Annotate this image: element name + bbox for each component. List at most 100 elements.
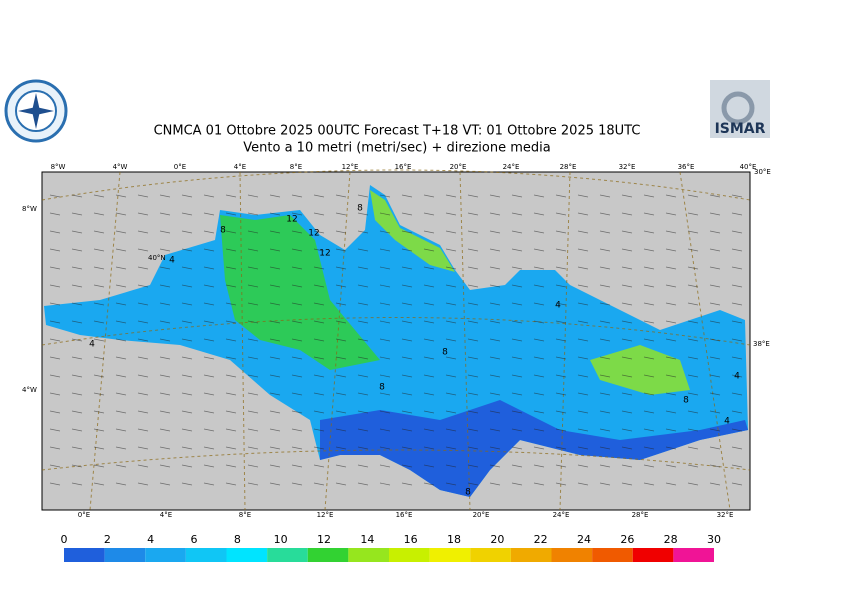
wind-arrow — [71, 374, 83, 378]
wind-arrow — [291, 230, 303, 234]
contour-label: 4 — [734, 372, 740, 382]
wind-arrow — [115, 464, 127, 468]
wind-arrow — [159, 194, 171, 198]
wind-arrow — [445, 230, 457, 234]
wind-arrow — [511, 194, 523, 198]
wind-arrow — [489, 356, 501, 360]
wind-arrow — [489, 248, 501, 252]
wind-arrow — [137, 230, 149, 234]
wind-arrow — [137, 356, 149, 360]
wind-arrow — [621, 284, 633, 288]
wind-arrow — [599, 356, 611, 360]
colorbar-swatch — [267, 548, 308, 562]
wind-arrow — [643, 194, 655, 198]
colorbar-swatch — [226, 548, 268, 562]
wind-arrow — [71, 230, 83, 234]
wind-arrow — [467, 482, 479, 486]
graticule-label: 24°E — [503, 163, 520, 171]
wind-arrow — [445, 464, 457, 468]
wind-arrow — [467, 320, 479, 324]
graticule-label: 8°E — [239, 511, 251, 519]
wind-arrow — [335, 194, 347, 198]
wind-arrow — [423, 374, 435, 378]
wind-arrow — [225, 284, 237, 288]
colorbar-label: 16 — [404, 533, 418, 546]
wind-arrow — [445, 392, 457, 396]
wind-arrow — [511, 410, 523, 414]
wind-arrow — [643, 212, 655, 216]
wind-arrow — [357, 302, 369, 306]
wind-arrow — [379, 482, 391, 486]
wind-arrow — [291, 410, 303, 414]
wind-arrow — [401, 248, 413, 252]
wind-arrow — [467, 266, 479, 270]
graticule-label: 20°E — [473, 511, 490, 519]
wind-arrow — [335, 374, 347, 378]
wind-arrow — [181, 194, 193, 198]
wind-arrow — [313, 230, 325, 234]
wind-arrow — [379, 320, 391, 324]
wind-arrow — [643, 410, 655, 414]
wind-arrow — [577, 374, 589, 378]
wind-arrow — [423, 464, 435, 468]
wind-arrow — [599, 212, 611, 216]
wind-arrow — [357, 230, 369, 234]
colorbar-swatch — [470, 548, 511, 562]
wind-arrow — [269, 212, 281, 216]
graticule-label: 4°E — [234, 163, 246, 171]
wind-arrow — [181, 302, 193, 306]
wind-arrow — [621, 392, 633, 396]
wind-arrow — [401, 464, 413, 468]
wind-arrow — [93, 338, 105, 342]
wind-arrow — [599, 446, 611, 450]
colorbar-label: 6 — [191, 533, 198, 546]
graticule-label: 28°E — [632, 511, 649, 519]
wind-arrow — [621, 212, 633, 216]
wind-arrow — [555, 338, 567, 342]
wind-arrow — [687, 212, 699, 216]
wind-arrow — [555, 320, 567, 324]
wind-arrow — [49, 302, 61, 306]
wind-arrow — [709, 266, 721, 270]
wind-arrow — [313, 212, 325, 216]
wind-arrow — [335, 356, 347, 360]
wind-arrow — [731, 266, 743, 270]
wind-arrow — [335, 266, 347, 270]
wind-arrow — [71, 446, 83, 450]
wind-arrow — [489, 464, 501, 468]
wind-arrow — [269, 266, 281, 270]
wind-arrow — [489, 266, 501, 270]
wind-arrow — [357, 446, 369, 450]
wind-arrow — [599, 392, 611, 396]
wind-arrow — [577, 356, 589, 360]
subtitle: Vento a 10 metri (metri/sec) + direzione… — [243, 141, 550, 156]
wind-arrow — [555, 428, 567, 432]
contour-label: 8 — [357, 204, 363, 214]
colorbar-label: 26 — [620, 533, 634, 546]
wind-arrow — [379, 392, 391, 396]
wind-arrow — [291, 284, 303, 288]
wind-arrow — [49, 212, 61, 216]
wind-arrow — [291, 302, 303, 306]
wind-arrow — [335, 410, 347, 414]
colorbar-label: 20 — [490, 533, 504, 546]
wind-arrow — [115, 302, 127, 306]
wind-arrow — [93, 284, 105, 288]
wind-arrow — [159, 212, 171, 216]
colorbar-label: 18 — [447, 533, 461, 546]
wind-arrow — [181, 320, 193, 324]
wind-arrow — [137, 446, 149, 450]
wind-arrow — [665, 230, 677, 234]
wind-arrow — [511, 446, 523, 450]
wind-arrow — [709, 194, 721, 198]
colorbar-swatch — [510, 548, 552, 562]
wind-arrow — [313, 302, 325, 306]
wind-arrow — [445, 248, 457, 252]
wind-arrow — [731, 410, 743, 414]
wind-arrow — [247, 338, 259, 342]
wind-arrow — [511, 230, 523, 234]
wind-arrow — [49, 284, 61, 288]
wind-arrow — [335, 464, 347, 468]
wind-arrow — [291, 266, 303, 270]
wind-arrow — [269, 410, 281, 414]
